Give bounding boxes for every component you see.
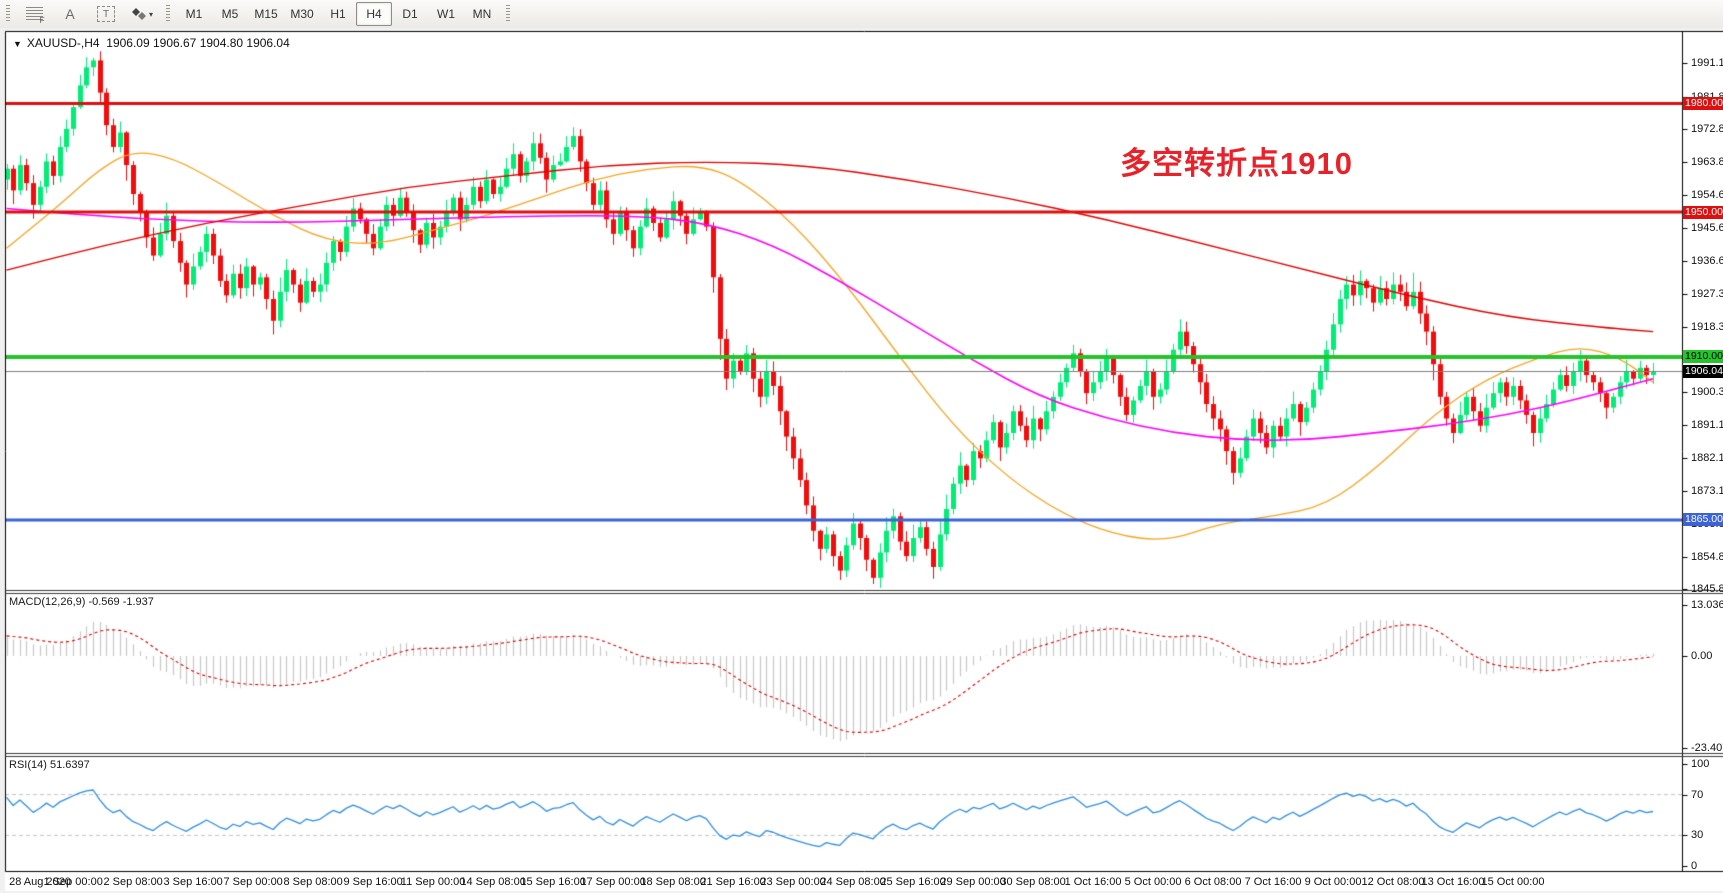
timeframe-button-w1[interactable]: W1 bbox=[437, 7, 455, 21]
fibonacci-retracement-button[interactable]: F bbox=[16, 2, 52, 26]
text-label-button[interactable]: T bbox=[88, 2, 124, 26]
arrow-tool-icon bbox=[131, 7, 147, 21]
text-label-icon: T bbox=[97, 6, 115, 22]
chevron-down-icon[interactable]: ▾ bbox=[148, 9, 153, 19]
toolbar-grip[interactable] bbox=[506, 5, 510, 23]
toolbar-grip[interactable] bbox=[166, 5, 170, 23]
timeframe-button-h4[interactable]: H4 bbox=[356, 2, 392, 26]
text-tool-button[interactable]: A bbox=[52, 2, 88, 26]
arrow-tool-button[interactable]: ▾ bbox=[124, 2, 160, 26]
timeframe-button-h1[interactable]: H1 bbox=[330, 7, 346, 21]
timeframe-button-d1[interactable]: D1 bbox=[402, 7, 418, 21]
timeframe-button-m5[interactable]: M5 bbox=[221, 7, 239, 21]
chart-window: ▼ XAUUSD-,H4 1906.09 1906.67 1904.80 1906… bbox=[0, 28, 1723, 893]
timeframe-button-m30[interactable]: M30 bbox=[290, 7, 314, 21]
text-tool-icon: A bbox=[65, 6, 75, 22]
timeframe-button-m15[interactable]: M15 bbox=[254, 7, 278, 21]
toolbar: F A T ▾ M1 M5 M15 M30 H1 H4 D1 W1 MN bbox=[0, 0, 1723, 29]
timeframe-button-mn[interactable]: MN bbox=[472, 7, 492, 21]
fibonacci-retracement-icon: F bbox=[25, 7, 45, 25]
timeframe-group: M1 M5 M15 M30 H1 H4 D1 W1 MN bbox=[176, 2, 500, 26]
chart-canvas[interactable] bbox=[0, 28, 1723, 893]
toolbar-grip[interactable] bbox=[6, 5, 10, 23]
timeframe-button-m1[interactable]: M1 bbox=[185, 7, 203, 21]
